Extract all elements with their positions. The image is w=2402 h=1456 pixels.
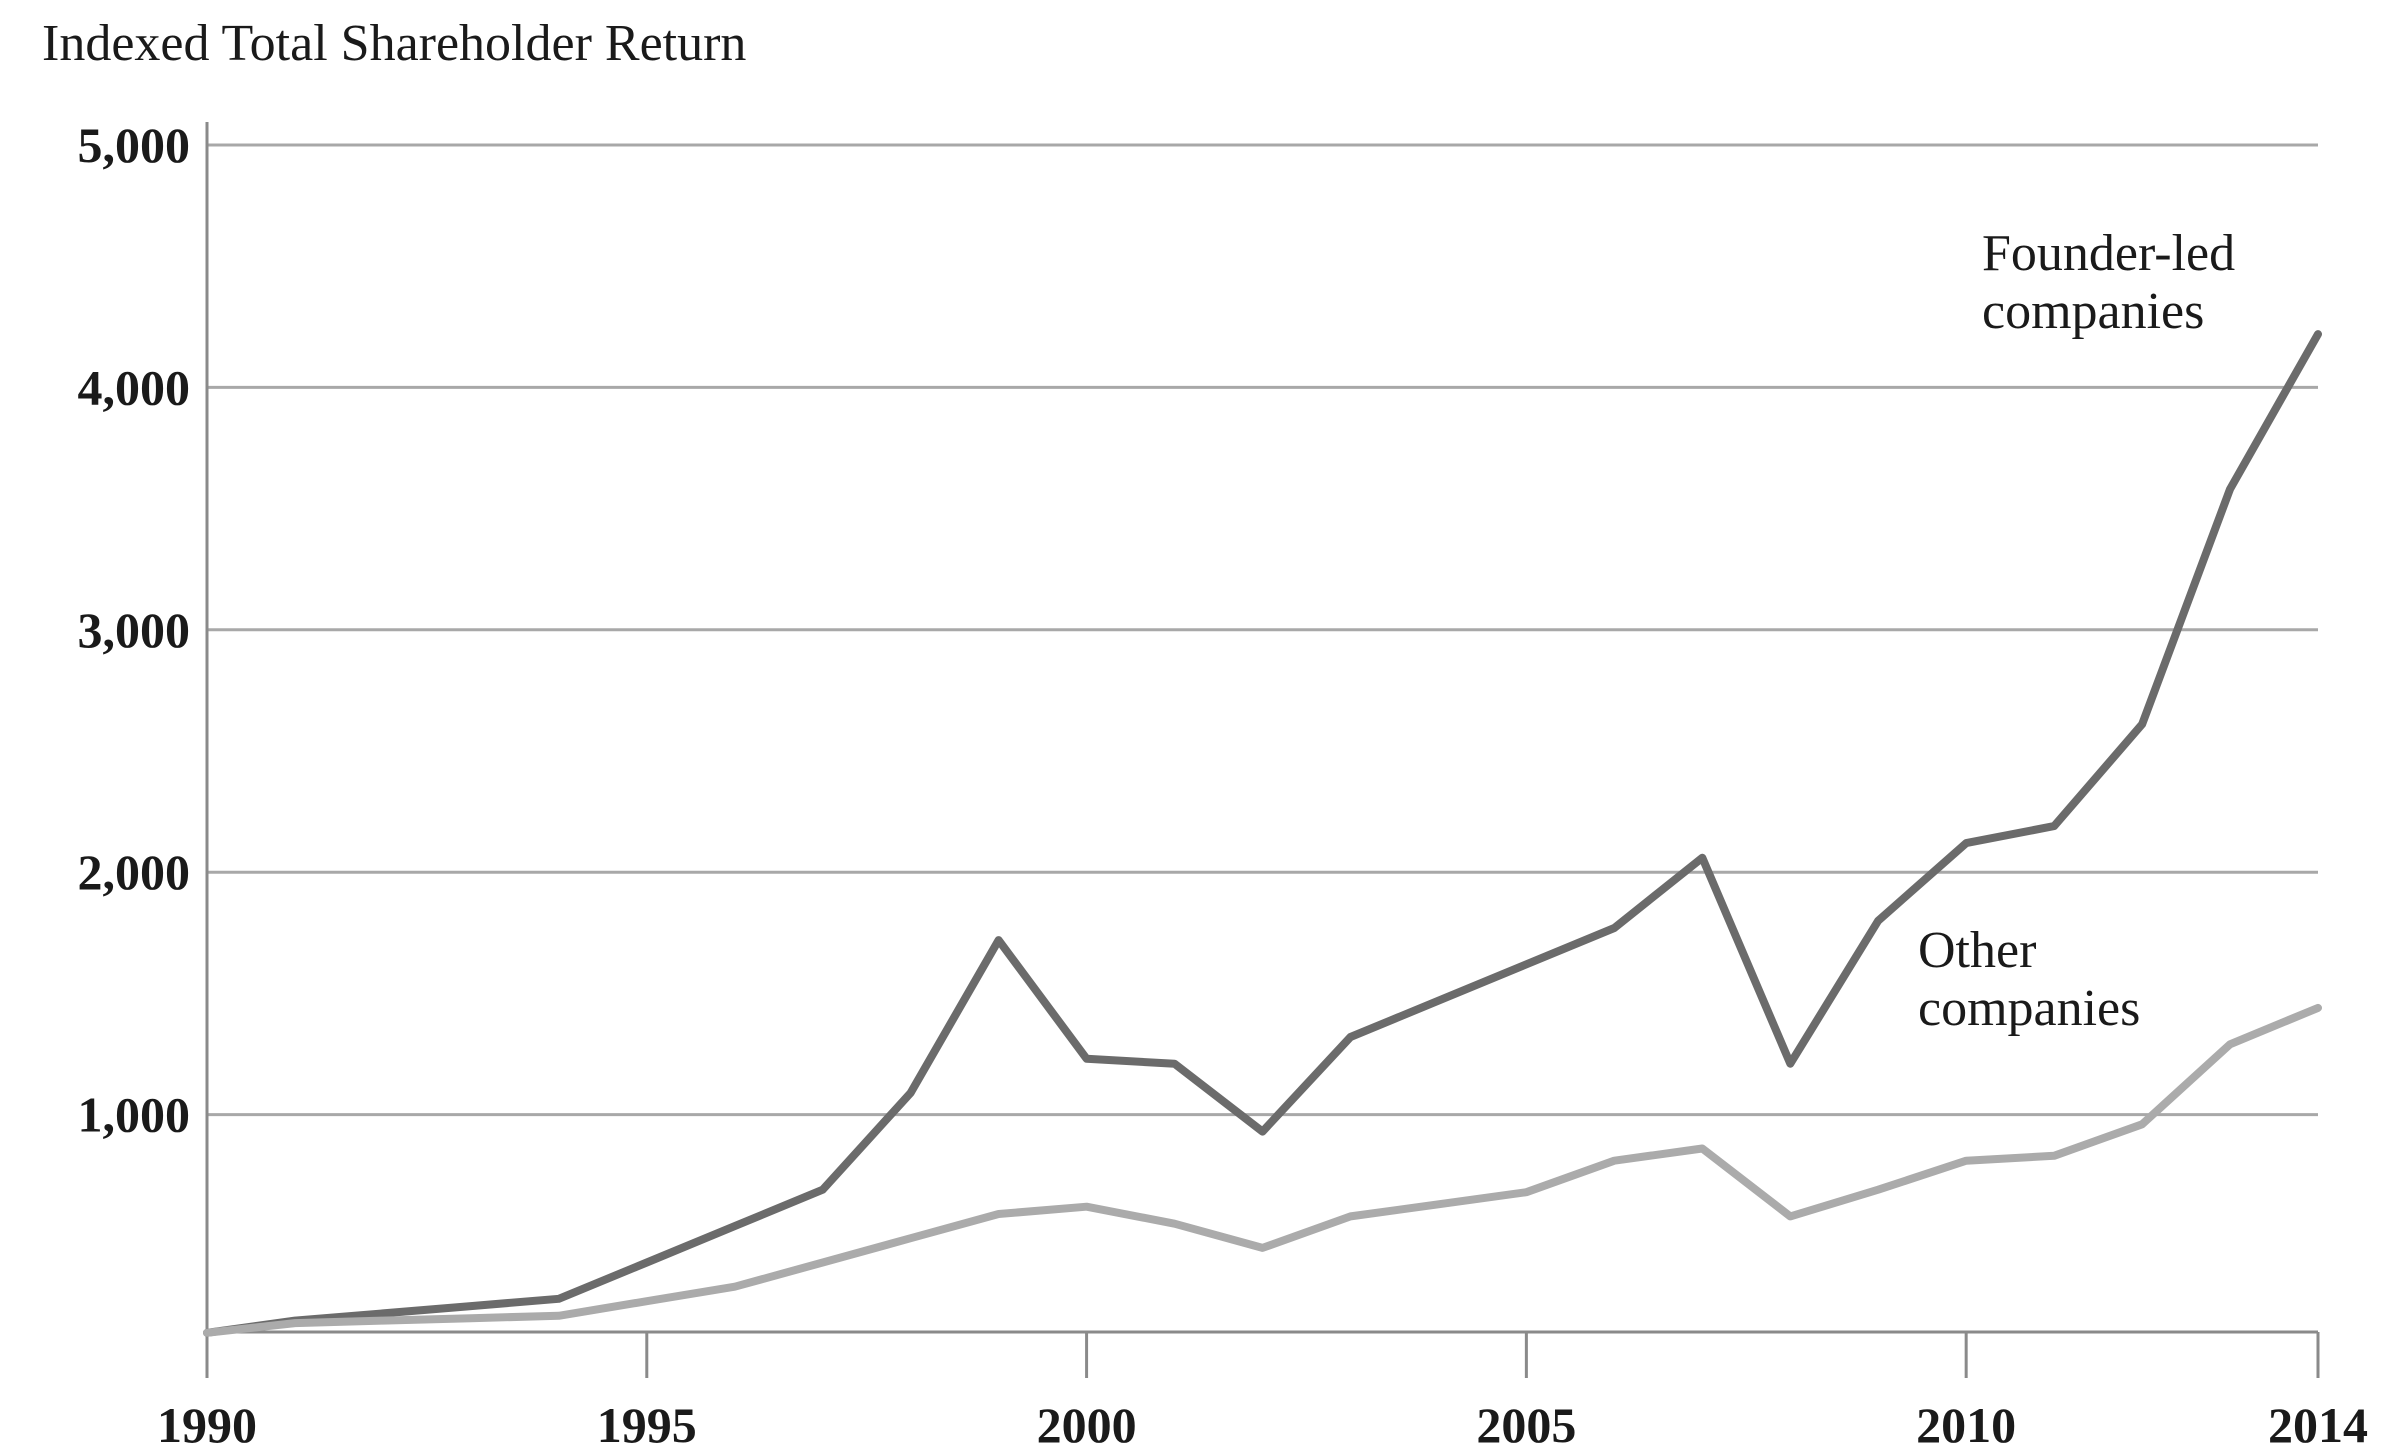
y-tick-label: 2,000 <box>78 844 191 900</box>
series-label-line: companies <box>1918 980 2140 1037</box>
series-line <box>203 330 2322 1337</box>
x-tick-label: 2005 <box>1476 1397 1576 1453</box>
y-axis-ticks: 1,000 2,000 3,000 4,000 5,000 <box>78 117 191 1143</box>
x-tick-label: 2000 <box>1037 1397 1137 1453</box>
y-tick-label: 1,000 <box>78 1087 191 1143</box>
y-tick-label: 4,000 <box>78 359 191 415</box>
series-lines <box>203 330 2322 1337</box>
x-tick-label: 2014 <box>2268 1397 2368 1453</box>
series-label: Other companies <box>1918 922 2140 1037</box>
x-tick-label: 1995 <box>597 1397 697 1453</box>
chart-title: Indexed Total Shareholder Return <box>42 15 746 72</box>
y-tick-label: 5,000 <box>78 117 191 173</box>
series-label-line: companies <box>1982 283 2204 340</box>
x-tick-label: 2010 <box>1916 1397 2016 1453</box>
x-tick-label: 1990 <box>157 1397 257 1453</box>
series-label-line: Other <box>1918 922 2036 979</box>
series-line <box>203 1003 2322 1337</box>
series-label: Founder-led companies <box>1982 225 2235 340</box>
series-label-line: Founder-led <box>1982 225 2235 282</box>
x-axis-ticks: 1990 1995 2000 2005 2010 2014 <box>157 1332 2368 1453</box>
y-tick-label: 3,000 <box>78 602 191 658</box>
gridlines <box>207 143 2318 1117</box>
